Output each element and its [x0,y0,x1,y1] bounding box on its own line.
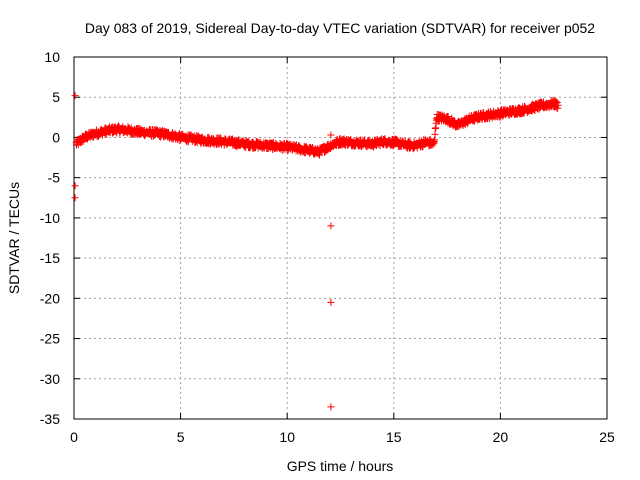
y-tick-label: -10 [40,210,60,226]
data-points [71,92,562,411]
y-tick-label: 10 [44,49,60,65]
x-tick-label: 0 [70,429,78,445]
outlier-point [71,194,79,202]
x-tick-label: 25 [599,429,615,445]
x-tick-label: 5 [177,429,185,445]
y-axis-title: SDTVAR / TECUs [6,182,22,294]
x-tick-label: 15 [386,429,402,445]
outlier-point [71,92,79,100]
data-point [554,101,562,109]
y-tick-label: -5 [48,170,61,186]
outlier-point [327,131,335,139]
x-tick-label: 10 [279,429,295,445]
plot-frame [73,56,608,420]
y-tick-label: -25 [40,331,60,347]
y-tick-label: -20 [40,290,60,306]
tick-labels: 0 5 10 15 20 25 10 5 0 -5 -10 -15 -20 -25 -30 -35 [40,49,615,445]
data-point [205,133,213,141]
y-tick-label: -30 [40,371,60,387]
x-tick-label: 20 [493,429,509,445]
y-tick-label: -15 [40,250,60,266]
outlier-point [71,182,79,190]
y-tick-label: -35 [40,411,60,427]
outlier-point [327,403,335,411]
chart-title: Day 083 of 2019, Sidereal Day-to-day VTE… [85,20,595,36]
y-tick-label: 0 [52,129,60,145]
x-axis-title: GPS time / hours [287,458,394,474]
outlier-point [327,222,335,230]
outlier-point [327,298,335,306]
y-tick-label: 5 [52,89,60,105]
data-point [316,151,324,159]
